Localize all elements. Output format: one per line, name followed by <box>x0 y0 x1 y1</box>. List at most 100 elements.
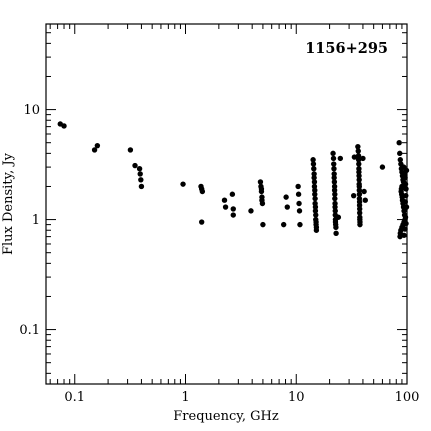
data-point <box>138 183 145 190</box>
y-axis-label: Flux Density, Jy <box>1 152 16 255</box>
data-point <box>331 183 338 190</box>
data-point <box>283 194 289 200</box>
data-point <box>332 191 338 197</box>
data-point <box>402 181 409 187</box>
data-point <box>312 195 318 202</box>
x-tick-label: 10 <box>288 390 305 405</box>
data-point <box>222 204 229 210</box>
data-point <box>350 192 357 199</box>
data-point <box>94 142 101 149</box>
data-point <box>198 219 205 225</box>
data-point <box>361 188 367 195</box>
data-point <box>355 143 361 150</box>
data-point <box>312 208 319 214</box>
data-point <box>337 155 344 162</box>
data-point <box>396 140 402 146</box>
data-point <box>230 212 236 218</box>
data-point <box>332 195 338 202</box>
data-point <box>331 171 337 177</box>
data-point <box>356 173 362 179</box>
data-point <box>199 188 206 195</box>
data-point <box>403 192 409 199</box>
data-point <box>132 162 138 169</box>
data-point <box>402 226 408 232</box>
y-tick-label: 0.1 <box>19 323 40 338</box>
data-point <box>296 208 303 214</box>
data-point <box>331 179 338 185</box>
data-point <box>136 166 143 172</box>
plot-frame <box>45 23 408 385</box>
data-point <box>330 155 337 162</box>
data-point <box>180 181 186 187</box>
data-point <box>332 204 338 210</box>
data-point <box>310 157 316 163</box>
data-point <box>403 167 410 174</box>
data-point <box>296 200 302 207</box>
data-point <box>312 204 319 210</box>
data-point <box>259 200 266 207</box>
data-point <box>379 164 386 170</box>
x-tick-label: 100 <box>395 390 420 405</box>
data-point <box>403 220 409 227</box>
data-point <box>333 224 339 231</box>
data-point <box>61 123 67 129</box>
data-point <box>229 191 236 197</box>
data-point <box>331 161 337 167</box>
data-point <box>311 171 317 177</box>
data-point <box>221 197 228 203</box>
data-point <box>137 171 143 177</box>
data-point <box>356 177 362 183</box>
data-point <box>331 166 337 172</box>
tick-labels: 0.1 1 10 100 0.1 1 10 <box>19 103 419 405</box>
data-point <box>362 197 368 203</box>
data-point <box>138 177 144 183</box>
data-point <box>402 199 408 205</box>
data-point <box>297 221 303 228</box>
data-points <box>57 121 410 240</box>
axis-ticks <box>46 23 408 384</box>
y-tick-label: 1 <box>32 213 40 228</box>
x-tick-label: 1 <box>181 390 189 405</box>
data-point <box>295 183 301 190</box>
data-point <box>355 157 362 163</box>
data-point <box>331 187 338 193</box>
data-point <box>295 191 302 197</box>
data-point <box>311 166 317 172</box>
x-axis-label: Frequency, GHz <box>173 409 279 424</box>
data-point <box>230 206 236 212</box>
data-point <box>355 148 361 154</box>
data-point <box>310 161 317 167</box>
data-point <box>258 188 265 195</box>
data-point <box>356 206 363 212</box>
data-point <box>248 208 254 214</box>
x-tick-label: 0.1 <box>64 390 85 405</box>
data-point <box>403 186 409 192</box>
data-point <box>397 150 403 157</box>
data-point <box>356 161 362 167</box>
data-point <box>360 155 366 162</box>
data-point <box>397 157 404 163</box>
data-point <box>356 210 363 216</box>
data-point <box>351 154 358 160</box>
data-point <box>356 191 363 197</box>
data-point <box>284 204 290 210</box>
data-point <box>313 227 320 233</box>
data-point <box>311 179 318 185</box>
data-point <box>257 179 264 185</box>
data-point <box>312 191 318 197</box>
data-point <box>402 214 409 220</box>
data-point <box>401 232 407 238</box>
data-point <box>333 230 339 237</box>
data-point <box>312 187 318 193</box>
data-point <box>313 212 319 218</box>
data-point <box>356 187 363 193</box>
data-point <box>330 150 336 157</box>
data-point <box>127 147 134 153</box>
data-point <box>91 147 98 153</box>
data-point <box>402 175 408 181</box>
data-point <box>356 183 363 190</box>
data-point <box>280 221 287 228</box>
data-point <box>403 204 410 210</box>
data-point <box>355 153 362 159</box>
